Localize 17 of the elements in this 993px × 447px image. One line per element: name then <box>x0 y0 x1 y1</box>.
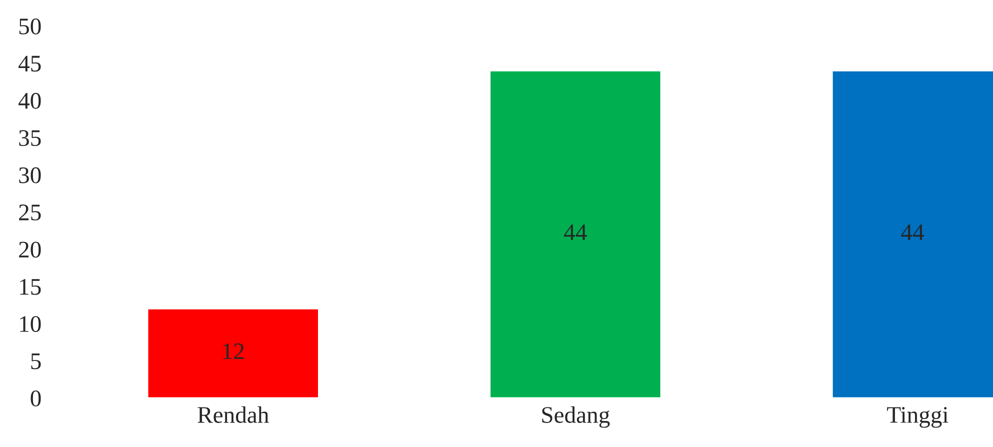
y-tick-label: 25 <box>19 204 41 220</box>
x-tick-label: Tinggi <box>887 407 948 428</box>
y-tick-label: 40 <box>18 92 41 109</box>
y-tick-label: 5 <box>31 354 41 370</box>
y-tick-label: 20 <box>19 242 41 258</box>
data-label: 44 <box>564 224 587 240</box>
x-tick-label: Rendah <box>198 406 269 423</box>
data-label: 44 <box>901 224 924 240</box>
y-tick-label: 45 <box>18 56 41 72</box>
y-tick-label: 10 <box>20 316 41 332</box>
y-tick-label: 0 <box>30 390 41 406</box>
y-tick-label: 50 <box>19 18 41 34</box>
y-tick-label: 15 <box>20 279 41 295</box>
x-tick-label: Sedang <box>542 406 610 428</box>
data-label: 12 <box>223 343 244 360</box>
y-tick-label: 30 <box>19 167 41 184</box>
y-tick-label: 35 <box>19 130 41 146</box>
